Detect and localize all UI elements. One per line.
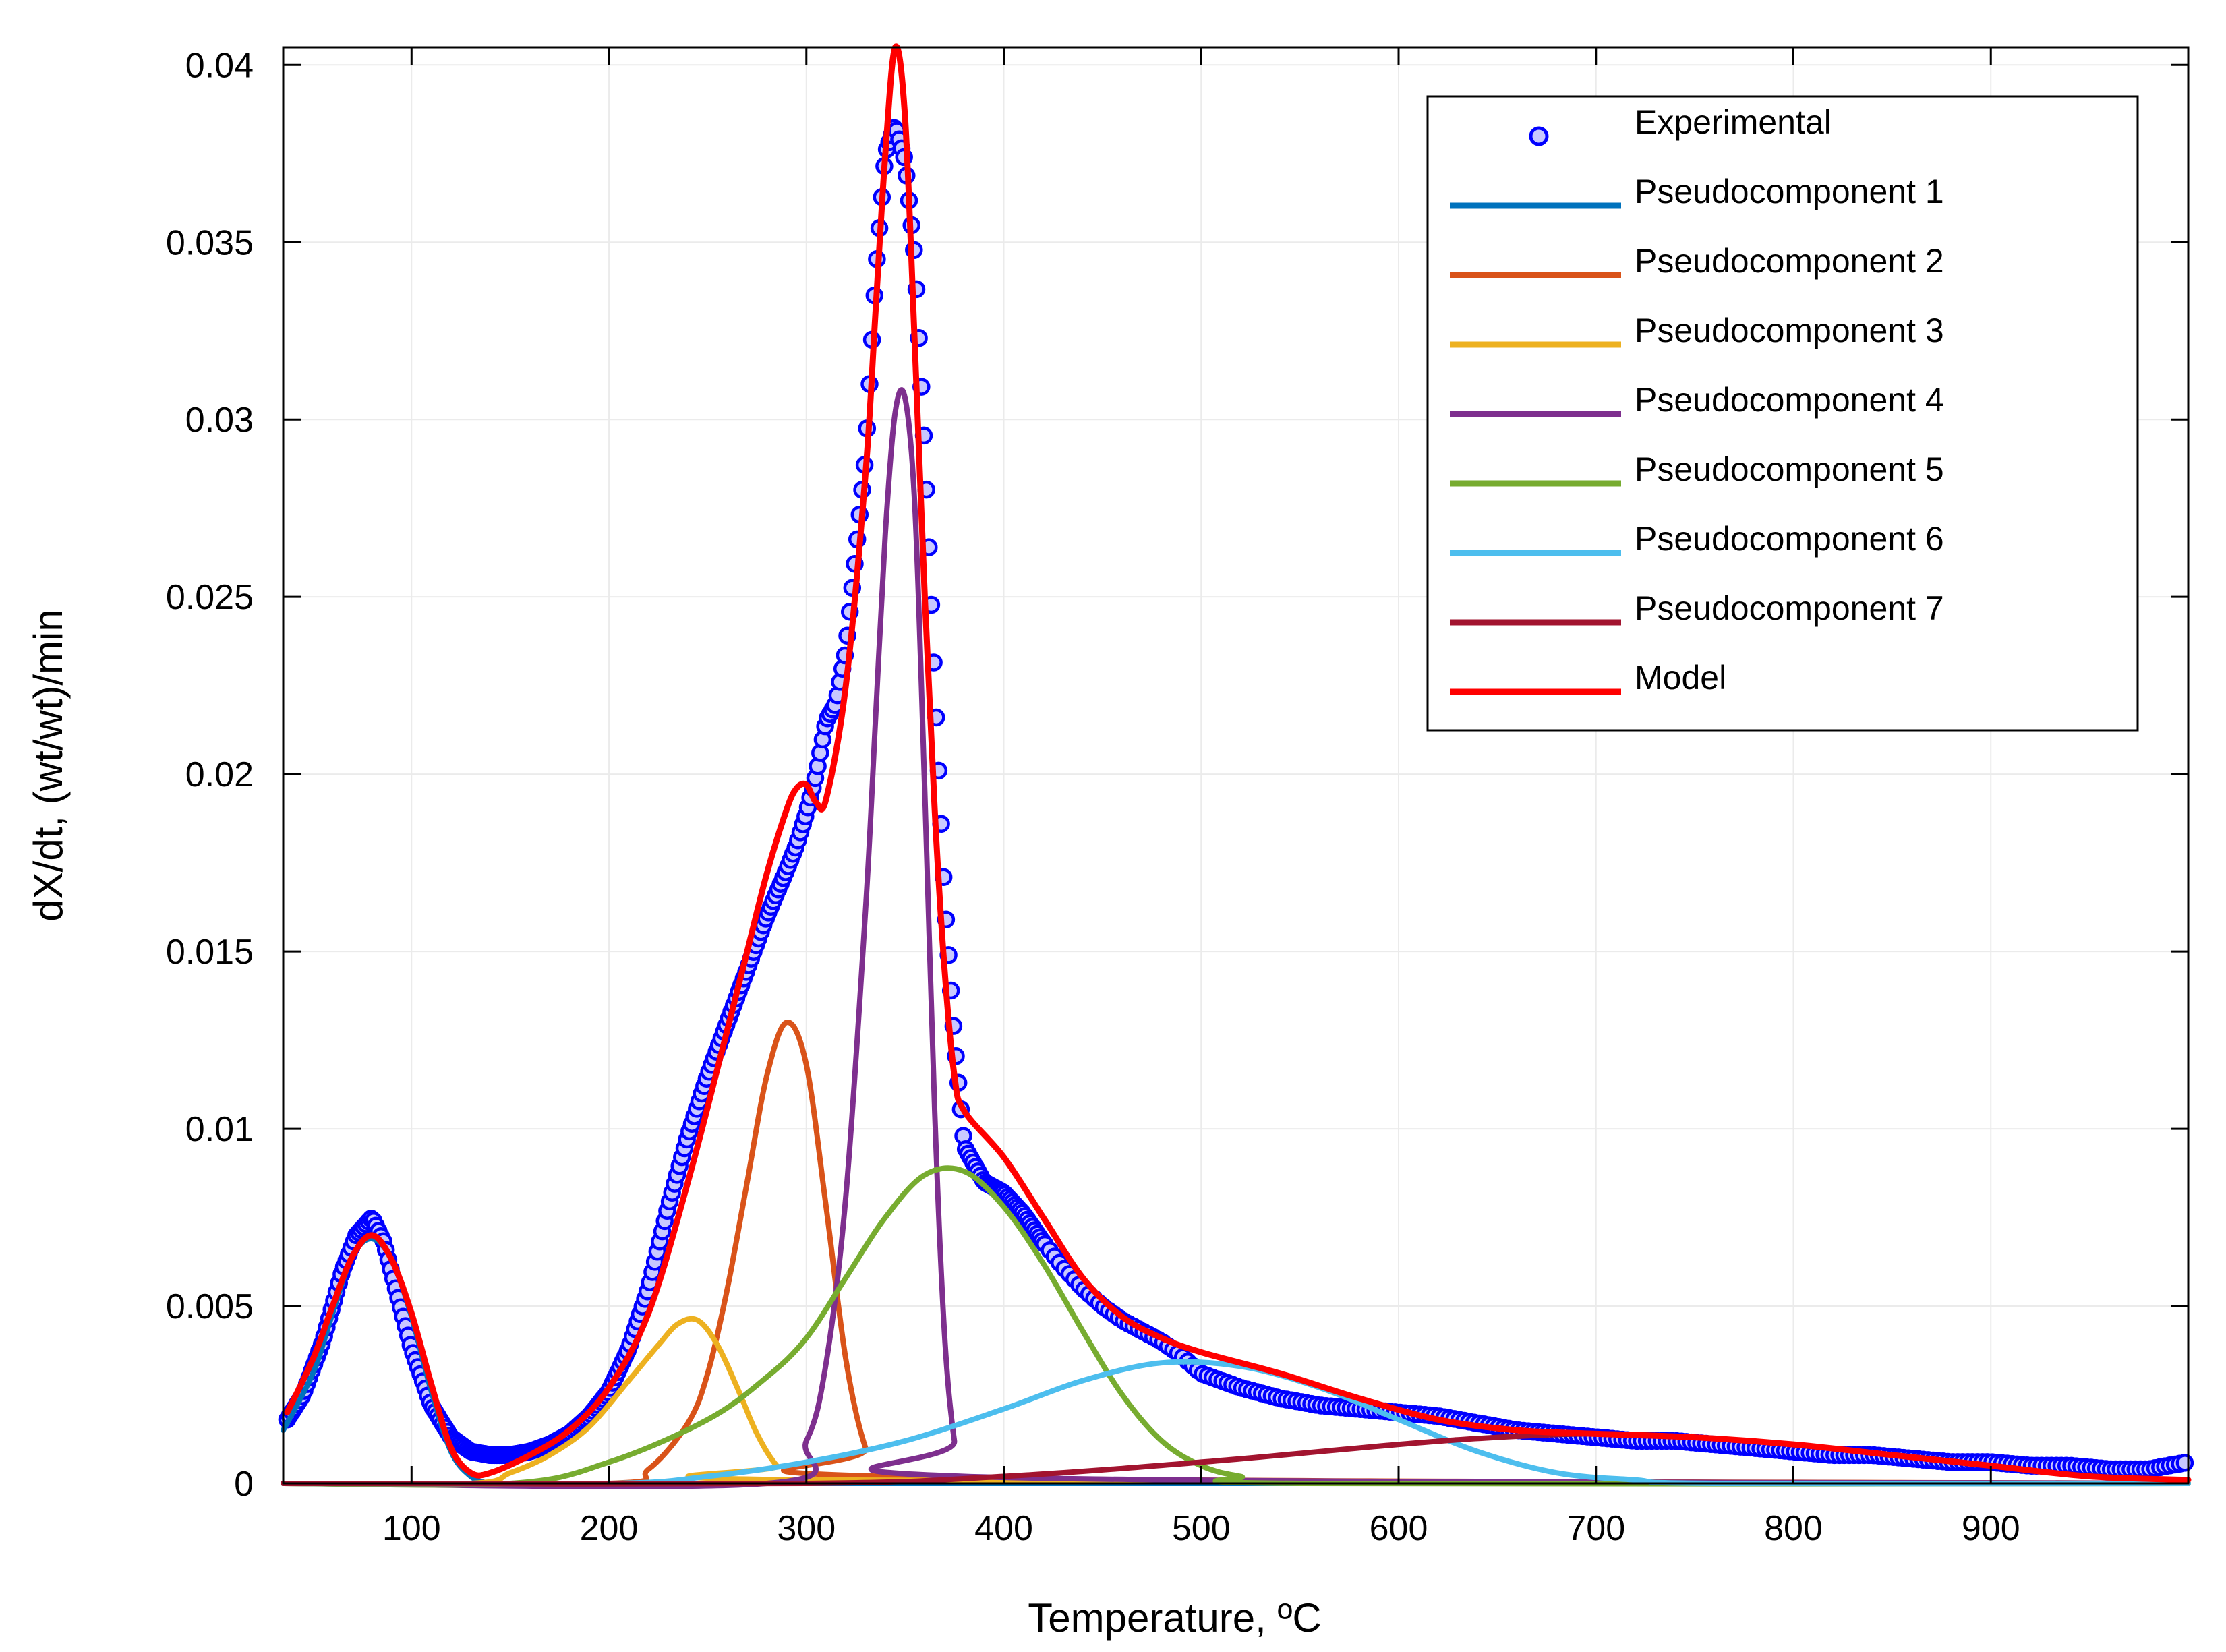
series-pseudocomponent-6 bbox=[281, 1359, 2191, 1487]
y-tick-label: 0.025 bbox=[166, 578, 254, 617]
x-tick-label: 300 bbox=[777, 1509, 836, 1548]
x-tick-label: 400 bbox=[974, 1509, 1033, 1548]
series-pseudocomponent-4 bbox=[281, 387, 2191, 1489]
x-tick-label: 600 bbox=[1370, 1509, 1428, 1548]
x-tick-label: 200 bbox=[580, 1509, 639, 1548]
y-tick-label: 0.015 bbox=[166, 933, 254, 972]
y-tick-label: 0.005 bbox=[166, 1287, 254, 1326]
legend-label-pseudocomponent-7: Pseudocomponent 7 bbox=[1635, 589, 1944, 627]
x-tick-label: 700 bbox=[1566, 1509, 1625, 1548]
legend-label-pseudocomponent-5: Pseudocomponent 5 bbox=[1635, 450, 1944, 488]
x-tick-label: 100 bbox=[382, 1509, 441, 1548]
y-tick-label: 0.035 bbox=[166, 223, 254, 262]
y-tick-label: 0.02 bbox=[185, 755, 254, 794]
x-tick-label: 800 bbox=[1764, 1509, 1823, 1548]
x-tick-label: 500 bbox=[1172, 1509, 1231, 1548]
legend-label-pseudocomponent-4: Pseudocomponent 4 bbox=[1635, 381, 1944, 419]
series-pseudocomponent-3 bbox=[281, 1316, 2191, 1487]
y-tick-label: 0.04 bbox=[185, 46, 254, 85]
series-layer bbox=[278, 43, 2194, 1489]
y-axis-title: dX/dt, (wt/wt)/min bbox=[26, 609, 71, 921]
series-model bbox=[284, 43, 2192, 1483]
y-tick-label: 0.01 bbox=[185, 1110, 254, 1149]
legend-label-pseudocomponent-6: Pseudocomponent 6 bbox=[1635, 520, 1944, 558]
legend-label-pseudocomponent-3: Pseudocomponent 3 bbox=[1635, 312, 1944, 349]
legend: Experimental Pseudocomponent 1 Pseudocompo… bbox=[1426, 95, 2139, 732]
plot-frame bbox=[282, 46, 2190, 1485]
x-axis-title: Temperature, ºC bbox=[1028, 1595, 1321, 1641]
legend-label-experimental: Experimental bbox=[1635, 103, 1832, 141]
ticks: 100 200 300 400 500 600 700 800 900 0 0.005 0.01 0.0… bbox=[166, 46, 2188, 1548]
legend-marker-experimental bbox=[1529, 126, 1549, 146]
series-pseudocomponent-5 bbox=[281, 1165, 2191, 1488]
y-tick-label: 0.03 bbox=[185, 401, 254, 440]
experimental-point bbox=[2175, 1454, 2194, 1472]
legend-label-pseudocomponent-1: Pseudocomponent 1 bbox=[1635, 173, 1944, 210]
y-tick-label: 0 bbox=[234, 1465, 254, 1504]
legend-label-pseudocomponent-2: Pseudocomponent 2 bbox=[1635, 242, 1944, 280]
x-tick-label: 900 bbox=[1962, 1509, 2020, 1548]
legend-label-model: Model bbox=[1635, 659, 1726, 697]
